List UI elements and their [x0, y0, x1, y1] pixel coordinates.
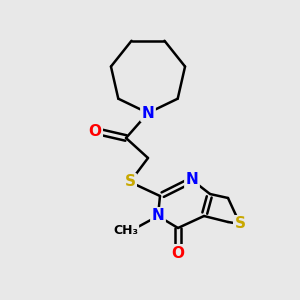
Text: O: O — [172, 245, 184, 260]
Text: N: N — [186, 172, 198, 188]
Text: CH₃: CH₃ — [113, 224, 139, 236]
Text: S: S — [235, 217, 245, 232]
Text: O: O — [88, 124, 101, 140]
Text: N: N — [152, 208, 164, 224]
Text: N: N — [142, 106, 154, 121]
Text: S: S — [124, 175, 136, 190]
